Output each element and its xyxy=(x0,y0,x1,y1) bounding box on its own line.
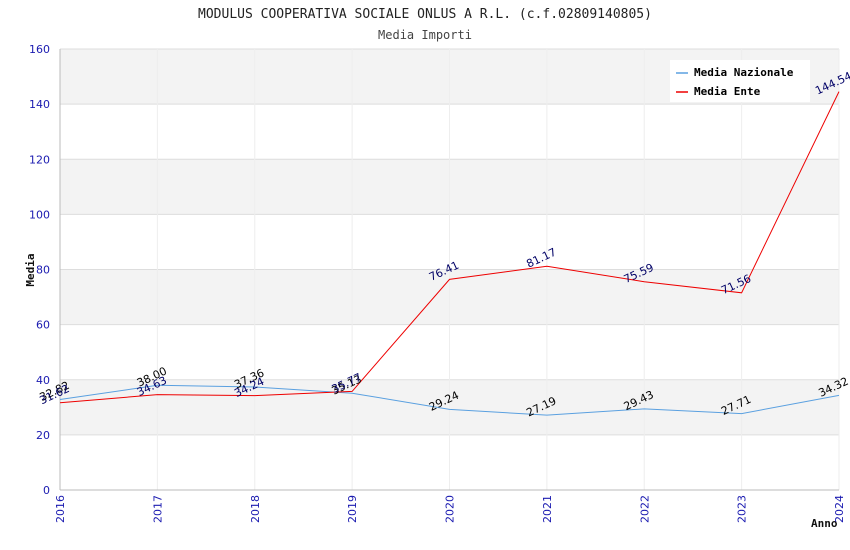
x-tick-label: 2016 xyxy=(54,495,67,523)
y-tick-label: 140 xyxy=(29,98,50,111)
chart-subtitle: Media Importi xyxy=(378,28,472,42)
y-tick-label: 80 xyxy=(36,264,50,277)
chart-title: MODULUS COOPERATIVA SOCIALE ONLUS A R.L.… xyxy=(198,7,652,22)
y-tick-label: 20 xyxy=(36,429,50,442)
y-tick-label: 120 xyxy=(29,153,50,166)
y-axis-label: Media xyxy=(24,253,37,286)
y-axis-ticks: 0 20 40 60 80 100 120 140 160 xyxy=(29,43,50,497)
y-tick-label: 40 xyxy=(36,374,50,387)
x-tick-label: 2019 xyxy=(346,495,359,523)
series-line-1 xyxy=(59,91,840,404)
x-axis-label: Anno xyxy=(811,517,838,530)
legend: Media Nazionale Media Ente xyxy=(670,60,810,102)
x-tick-label: 2023 xyxy=(736,495,749,523)
axes xyxy=(59,49,839,491)
x-tick-label: 2021 xyxy=(541,495,554,523)
x-axis-ticks: 2016 2017 2018 2019 2020 2021 2022 2023 2024 xyxy=(54,495,846,523)
y-tick-label: 160 xyxy=(29,43,50,56)
x-tick-label: 2017 xyxy=(151,495,164,523)
series-lines xyxy=(59,91,840,416)
x-tick-label: 2022 xyxy=(638,495,651,523)
legend-item-label: Media Ente xyxy=(694,85,761,98)
y-tick-label: 0 xyxy=(43,484,50,497)
legend-item-label: Media Nazionale xyxy=(694,66,794,79)
y-tick-label: 100 xyxy=(29,208,50,221)
series-line-0 xyxy=(59,384,840,416)
x-tick-label: 2024 xyxy=(833,495,846,523)
x-tick-label: 2020 xyxy=(444,495,457,523)
x-tick-label: 2018 xyxy=(249,495,262,523)
legend-box xyxy=(670,60,810,102)
y-tick-label: 60 xyxy=(36,319,50,332)
